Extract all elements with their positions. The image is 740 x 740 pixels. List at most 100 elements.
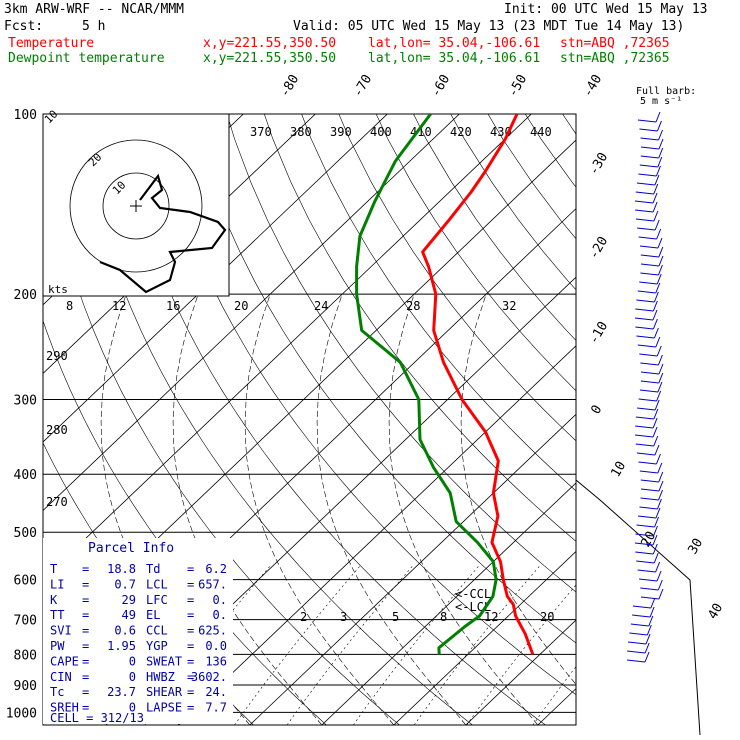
wind-barb (637, 561, 661, 573)
wind-barb-flag (653, 552, 659, 564)
wind-barb (640, 480, 664, 492)
parcel-equals: = (82, 577, 89, 591)
wind-barb-staff (639, 164, 658, 168)
valid-time: Valid: 05 UTC Wed 15 May 13 (23 MDT Tue … (293, 19, 685, 34)
wind-barb-staff (639, 470, 658, 474)
wind-barb-flag (645, 633, 651, 645)
moist-adiabat-line (172, 294, 323, 725)
moist-adiabat-line (244, 294, 395, 725)
parcel-param-name: T (50, 562, 57, 576)
wind-barb (635, 435, 659, 447)
wind-barb-staff (640, 272, 659, 276)
mixing-ratio-label: 20 (540, 610, 554, 624)
isotherm-label: -80 (277, 72, 302, 100)
wind-barb-staff (629, 632, 648, 636)
parcel-param-name: SHEAR (146, 685, 183, 699)
wind-barb-staff (627, 641, 647, 645)
isotherm-line (43, 114, 532, 580)
wind-barb-staff (637, 344, 656, 348)
wind-barb-flag (658, 246, 664, 258)
wind-barb-flag (656, 570, 662, 582)
mixing-ratio-line (466, 584, 576, 725)
isotherm-label: 10 (608, 459, 629, 480)
wind-barb-staff (638, 398, 657, 402)
wind-barb-flag (653, 210, 659, 222)
wind-barb-flag (654, 219, 660, 231)
wind-barb (639, 237, 663, 249)
wind-barb (636, 444, 660, 456)
isotherm-line (610, 87, 740, 725)
dewpoint-legend: Dewpoint temperature (8, 51, 165, 66)
theta-e-label: 380 (290, 125, 312, 139)
parcel-equals: = (82, 654, 89, 668)
wind-barb-staff (636, 452, 656, 456)
wind-barb (635, 201, 658, 213)
mixing-ratio-line (577, 566, 702, 725)
forecast-hour: 5 h (82, 19, 106, 34)
wind-barb (639, 462, 663, 474)
isotherm-label: 30 (685, 536, 706, 557)
parcel-equals: = (82, 639, 89, 653)
pressure-label: 900 (14, 679, 37, 694)
wind-barb (637, 111, 661, 123)
parcel-param-name: PW (50, 639, 65, 653)
wind-barb-flag (658, 489, 663, 501)
wind-barb (640, 489, 663, 501)
isotherm-label: 40 (705, 601, 726, 622)
wind-barb-staff (636, 299, 655, 303)
wind-barb-staff (637, 290, 656, 294)
hodograph-axis-label: 20 (234, 299, 248, 313)
wind-barb-flag (657, 579, 663, 591)
dry-adiabat-line (263, 114, 576, 542)
wind-barb (640, 138, 664, 150)
parcel-equals: = (187, 562, 194, 576)
wind-barb-staff (627, 650, 646, 654)
wind-barb (636, 291, 659, 303)
wind-barb-staff (636, 182, 656, 186)
wind-barb (627, 633, 651, 645)
wind-barb-flag (652, 192, 658, 204)
wind-barb-staff (637, 407, 656, 411)
wind-barb (635, 183, 659, 195)
parcel-param-value: 0 (129, 701, 136, 715)
parcel-param-name: EL (146, 608, 160, 622)
wind-barb-flag (655, 336, 661, 348)
parcel-equals: = (82, 562, 89, 576)
wind-barb-flag (653, 435, 659, 447)
parcel-param-name: HWBZ (146, 670, 175, 684)
wind-barb-staff (636, 524, 655, 528)
wind-barb-staff (632, 614, 651, 618)
dry-adiabat-line (189, 114, 576, 644)
parcel-param-name: SWEAT (146, 654, 182, 668)
wind-barb-flag (656, 120, 662, 132)
wind-barb-staff (636, 335, 655, 339)
wind-barb-staff (635, 326, 654, 330)
dewpoint-profile (355, 114, 498, 655)
pressure-label: 100 (14, 108, 37, 123)
wind-barb-staff (640, 479, 659, 483)
wind-barb-flag (656, 345, 662, 357)
parcel-param-value: 3602. (191, 670, 227, 684)
parcel-param-value: 29 (122, 593, 136, 607)
parcel-param-name: K (50, 593, 58, 607)
wind-barb-flag (657, 156, 663, 168)
parcel-param-value: 0 (129, 670, 136, 684)
wind-barb-staff (637, 569, 656, 573)
dry-adiabat-line (43, 135, 400, 725)
dry-adiabat-line (653, 87, 740, 725)
forecast-label: Fcst: (4, 19, 44, 34)
parcel-cell: CELL = 312/13 (50, 711, 144, 725)
parcel-param-value: 136 (205, 654, 227, 668)
barb-legend-units: 5 m s⁻¹ (640, 96, 682, 107)
parcel-equals: = (82, 593, 89, 607)
wind-barb (640, 255, 664, 267)
mixing-ratio-line (413, 566, 540, 725)
wind-barb-staff (639, 128, 658, 132)
wind-barb (639, 498, 662, 510)
wind-barb-staff (636, 560, 655, 564)
wind-barb (635, 210, 659, 222)
wind-barb-staff (638, 461, 657, 465)
wind-barb (640, 363, 664, 375)
isotherm-label: -10 (586, 319, 611, 347)
wind-barb (640, 147, 664, 159)
